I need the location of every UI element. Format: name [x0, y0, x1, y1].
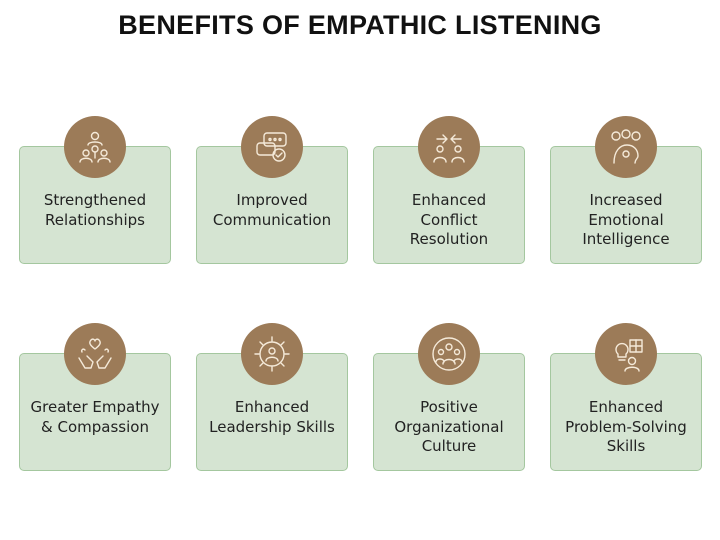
benefit-card: Positive Organizational Culture: [373, 353, 525, 471]
people-arrows-icon: [418, 116, 480, 178]
benefit-label: Strengthened Relationships: [43, 191, 147, 229]
benefit-label: Enhanced Conflict Resolution: [409, 191, 489, 248]
team-group-icon: [418, 323, 480, 385]
leader-gear-icon: [241, 323, 303, 385]
chat-bubbles-check-icon: [241, 116, 303, 178]
benefit-label: Improved Communication: [212, 191, 332, 229]
page-title: BENEFITS OF EMPATHIC LISTENING: [118, 10, 602, 40]
benefit-label: Positive Organizational Culture: [394, 398, 504, 455]
hands-hearts-icon: [64, 323, 126, 385]
benefit-label: Enhanced Leadership Skills: [209, 398, 335, 436]
benefit-label: Enhanced Problem-Solving Skills: [565, 398, 687, 455]
head-emotions-icon: [595, 116, 657, 178]
benefit-label: Greater Empathy & Compassion: [30, 398, 160, 436]
lightbulb-puzzle-icon: [595, 323, 657, 385]
benefit-label: Increased Emotional Intelligence: [582, 191, 670, 248]
people-network-heart-icon: [64, 116, 126, 178]
